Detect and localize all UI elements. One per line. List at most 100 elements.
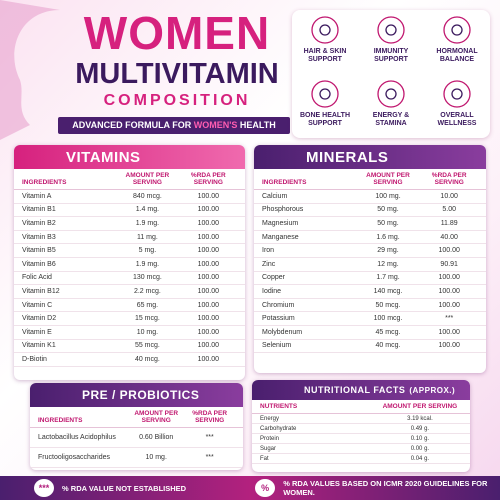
table-row: Vitamin B12 2.2 mcg. 100.00 — [14, 285, 245, 299]
benefit-icon — [311, 80, 339, 108]
table-cell: Copper — [262, 274, 285, 282]
table-row: Energy 3.19 kcal. — [252, 414, 470, 424]
table-row: Vitamin B2 1.9 mg. 100.00 — [14, 217, 245, 231]
table-cell: 65 mg. — [136, 301, 159, 309]
column-header: AMOUNT PER SERVING — [125, 172, 170, 186]
table-cell: 11.89 — [440, 219, 458, 227]
table-cell: 45 mcg. — [375, 328, 401, 336]
table-cell: 90.91 — [440, 260, 458, 268]
table-cell: Vitamin A — [22, 192, 52, 200]
table-cell: 50 mcg. — [375, 301, 401, 309]
table-cell: Protein — [260, 435, 280, 442]
probiotics-table: PRE / PROBIOTICS INGREDIENTS AMOUNT PER SE… — [30, 383, 243, 470]
table-cell: Vitamin K1 — [22, 342, 56, 350]
table-cell: 40 mcg. — [375, 342, 401, 350]
table-cell: Potassium — [262, 315, 295, 323]
table-row: Magnesium 50 mg. 11.89 — [254, 217, 486, 231]
table-header: INGREDIENTS AMOUNT PER SERVING %RDA PER SE… — [14, 169, 245, 190]
column-header: AMOUNT PER SERVING — [366, 172, 410, 186]
table-cell: 12 mg. — [377, 260, 399, 268]
table-cell: Vitamin E — [22, 328, 52, 336]
table-cell: 1.9 mg. — [135, 260, 160, 268]
column-header: %RDA PER SERVING — [192, 410, 228, 424]
table-cell: Zinc — [262, 260, 276, 268]
benefit-label: IMMUNITY SUPPORT — [373, 48, 409, 64]
table-cell: 100.00 — [438, 287, 460, 295]
table-cell: 1.4 mg. — [135, 206, 160, 214]
table-cell: 100.00 — [438, 328, 460, 336]
vitamins-table: VITAMINS INGREDIENTS AMOUNT PER SERVING %RD… — [14, 145, 245, 380]
table-cell: 100.00 — [197, 247, 220, 255]
table-cell: 100 mg. — [375, 192, 401, 200]
table-row: Vitamin B6 1.9 mg. 100.00 — [14, 258, 245, 272]
table-row: Sugar 0.00 g. — [252, 444, 470, 454]
benefit: HAIR & SKIN SUPPORT — [292, 10, 358, 74]
table-cell: Vitamin B3 — [22, 233, 56, 241]
footer-symbol: % — [255, 479, 276, 497]
column-header: INGREDIENTS — [38, 417, 83, 424]
table-cell: 29 mg. — [377, 247, 399, 255]
benefit: BONE HEALTH SUPPORT — [292, 74, 358, 138]
tagline-text: HEALTH — [239, 120, 276, 130]
table-title: NUTRITIONAL FACTS — [304, 385, 406, 395]
table-cell: 100.00 — [197, 233, 220, 241]
table-cell: 100.00 — [197, 301, 220, 309]
table-cell: 100 mcg. — [373, 315, 403, 323]
table-row: Iron 29 mg. 100.00 — [254, 244, 486, 258]
column-header: NUTRIENTS — [260, 403, 298, 410]
table-row: Manganese 1.6 mg. 40.00 — [254, 231, 486, 245]
benefit-icon — [443, 80, 471, 108]
benefit-label: ENERGY & STAMINA — [372, 112, 410, 128]
footer-symbol: *** — [34, 479, 55, 497]
benefit-icon — [443, 16, 471, 44]
table-row: Folic Acid 130 mcg. 100.00 — [14, 272, 245, 286]
table-cell: 100.00 — [197, 315, 220, 323]
table-cell: 0.49 g. — [410, 425, 430, 432]
benefit: OVERALL WELLNESS — [424, 74, 490, 138]
table-cell: 100.00 — [197, 274, 220, 282]
table-cell: 10.00 — [440, 192, 458, 200]
table-cell: 5 mg. — [138, 247, 157, 255]
table-cell: Selenium — [262, 342, 292, 350]
column-header: %RDA PER SERVING — [190, 172, 226, 186]
table-cell: Vitamin B1 — [22, 206, 56, 214]
table-cell: 0.10 g. — [410, 435, 430, 442]
table-cell: 0.04 g. — [410, 455, 430, 462]
table-cell: 3.19 kcal. — [407, 415, 433, 422]
minerals-table: MINERALS INGREDIENTS AMOUNT PER SERVING %RD… — [254, 145, 486, 373]
table-title-band: NUTRITIONAL FACTS (APPROX.) — [252, 380, 470, 400]
table-cell: 100.00 — [197, 328, 220, 336]
table-row: Calcium 100 mg. 10.00 — [254, 190, 486, 204]
table-row: Vitamin B3 11 mg. 100.00 — [14, 231, 245, 245]
table-row: Copper 1.7 mg. 100.00 — [254, 272, 486, 286]
table-row: Fat 0.04 g. — [252, 454, 470, 464]
table-cell: 40 mcg. — [134, 355, 160, 363]
table-cell: Calcium — [262, 192, 288, 200]
column-header: INGREDIENTS — [262, 179, 307, 186]
table-cell: 100.00 — [438, 247, 460, 255]
table-cell: 100.00 — [197, 192, 220, 200]
benefit-label: HORMONAL BALANCE — [436, 48, 478, 64]
table-cell: 10 mg. — [145, 454, 167, 461]
benefit-label: OVERALL WELLNESS — [437, 112, 477, 128]
table-cell: Vitamin B6 — [22, 260, 56, 268]
table-title-suffix: (APPROX.) — [409, 385, 456, 395]
table-cell: 15 mcg. — [134, 315, 160, 323]
benefit: HORMONAL BALANCE — [424, 10, 490, 74]
benefit: IMMUNITY SUPPORT — [358, 10, 424, 74]
table-row: Vitamin B1 1.4 mg. 100.00 — [14, 204, 245, 218]
table-header: INGREDIENTS AMOUNT PER SERVING %RDA PER SE… — [254, 169, 486, 190]
benefit-icon — [377, 16, 405, 44]
benefits-panel: HAIR & SKIN SUPPORT IMMUNITY SUPPORT HORMO… — [292, 10, 490, 138]
table-cell: Phosphorous — [262, 206, 304, 214]
benefit-label: HAIR & SKIN SUPPORT — [303, 48, 347, 64]
table-cell: 100.00 — [197, 260, 220, 268]
table-title-band: MINERALS — [254, 145, 486, 169]
footer: *** % RDA VALUE NOT ESTABLISHED % % RDA … — [0, 476, 500, 500]
table-title-band: VITAMINS — [14, 145, 245, 169]
table-cell: 0.00 g. — [410, 445, 430, 452]
table-header: INGREDIENTS AMOUNT PER SERVING %RDA PER SE… — [30, 407, 243, 428]
table-cell: Vitamin D2 — [22, 315, 57, 323]
table-cell: *** — [205, 434, 214, 441]
